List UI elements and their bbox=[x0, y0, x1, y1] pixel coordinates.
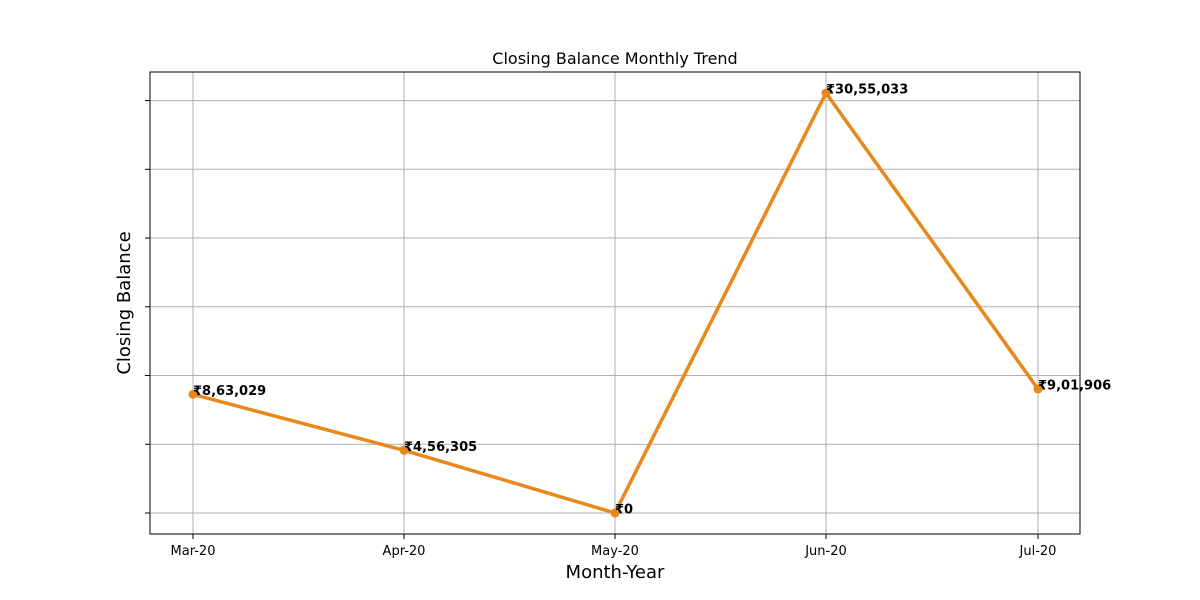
x-tick-label: Apr-20 bbox=[383, 544, 426, 559]
data-labels: ₹8,63,029 ₹4,56,305 ₹0 ₹30,55,033 ₹9,01,906 bbox=[193, 83, 1111, 518]
data-point bbox=[610, 508, 620, 518]
data-label: ₹30,55,033 bbox=[826, 83, 908, 98]
data-point bbox=[821, 88, 831, 98]
data-label: ₹9,01,906 bbox=[1038, 379, 1111, 394]
y-axis-label: Closing Balance bbox=[114, 231, 135, 374]
plot-frame bbox=[149, 71, 1081, 535]
grid-lines bbox=[150, 72, 1080, 534]
x-tick-label: May-20 bbox=[591, 544, 639, 559]
x-tick-label: Jun-20 bbox=[804, 544, 847, 559]
series-closing-balance bbox=[188, 88, 1043, 518]
data-point bbox=[188, 389, 198, 399]
x-tick-label: Mar-20 bbox=[171, 544, 216, 559]
axis-ticks: Mar-20 Apr-20 May-20 Jun-20 Jul-20 bbox=[145, 100, 1057, 559]
x-tick-label: Jul-20 bbox=[1019, 544, 1057, 559]
chart-title: Closing Balance Monthly Trend bbox=[492, 49, 737, 68]
x-axis-label: Month-Year bbox=[566, 562, 665, 583]
data-label: ₹0 bbox=[615, 503, 633, 518]
data-point bbox=[1033, 384, 1043, 394]
data-point bbox=[399, 445, 409, 455]
data-label: ₹4,56,305 bbox=[404, 440, 477, 455]
data-label: ₹8,63,029 bbox=[193, 384, 266, 399]
